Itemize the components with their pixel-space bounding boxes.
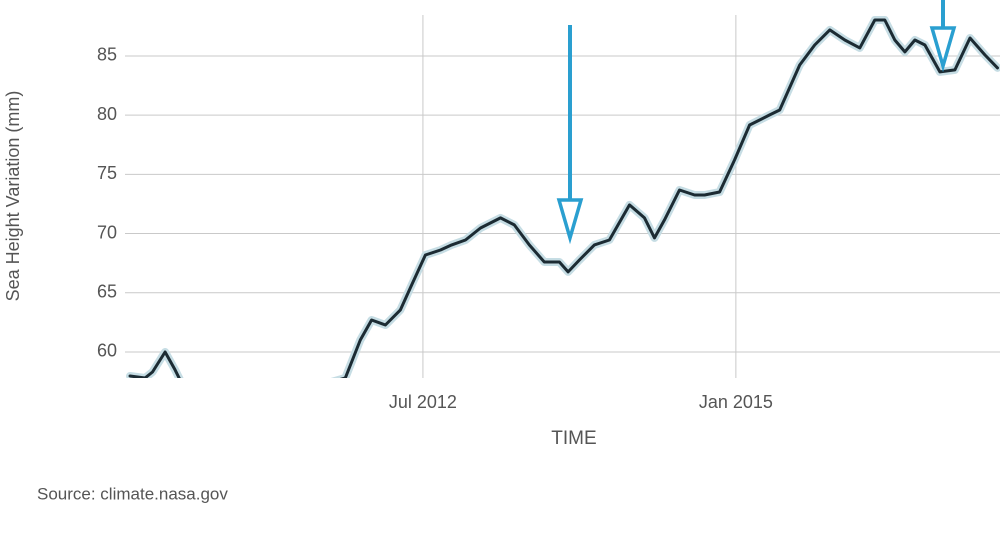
y-tick-label: 65 (97, 282, 117, 302)
arrow (929, 0, 957, 73)
grid (125, 15, 1000, 378)
x-tick-label: Jan 2015 (699, 392, 773, 412)
arrow (556, 25, 584, 245)
line (128, 18, 999, 378)
x-axis-label: TIME (551, 428, 596, 449)
y-tick-label: 60 (97, 341, 117, 361)
plot-area (126, 16, 1000, 378)
y-tick-label: 85 (97, 45, 117, 65)
x-tick-label: Jul 2012 (389, 392, 457, 412)
y-tick-label: 80 (97, 104, 117, 124)
arrow-head (929, 26, 957, 73)
arrow-head (556, 198, 584, 245)
y-tick-label: 75 (97, 163, 117, 183)
y-tick-label: 70 (97, 222, 117, 242)
source-note: Source: climate.nasa.gov (37, 484, 228, 503)
y-axis-label: Sea Height Variation (mm) (3, 91, 23, 302)
